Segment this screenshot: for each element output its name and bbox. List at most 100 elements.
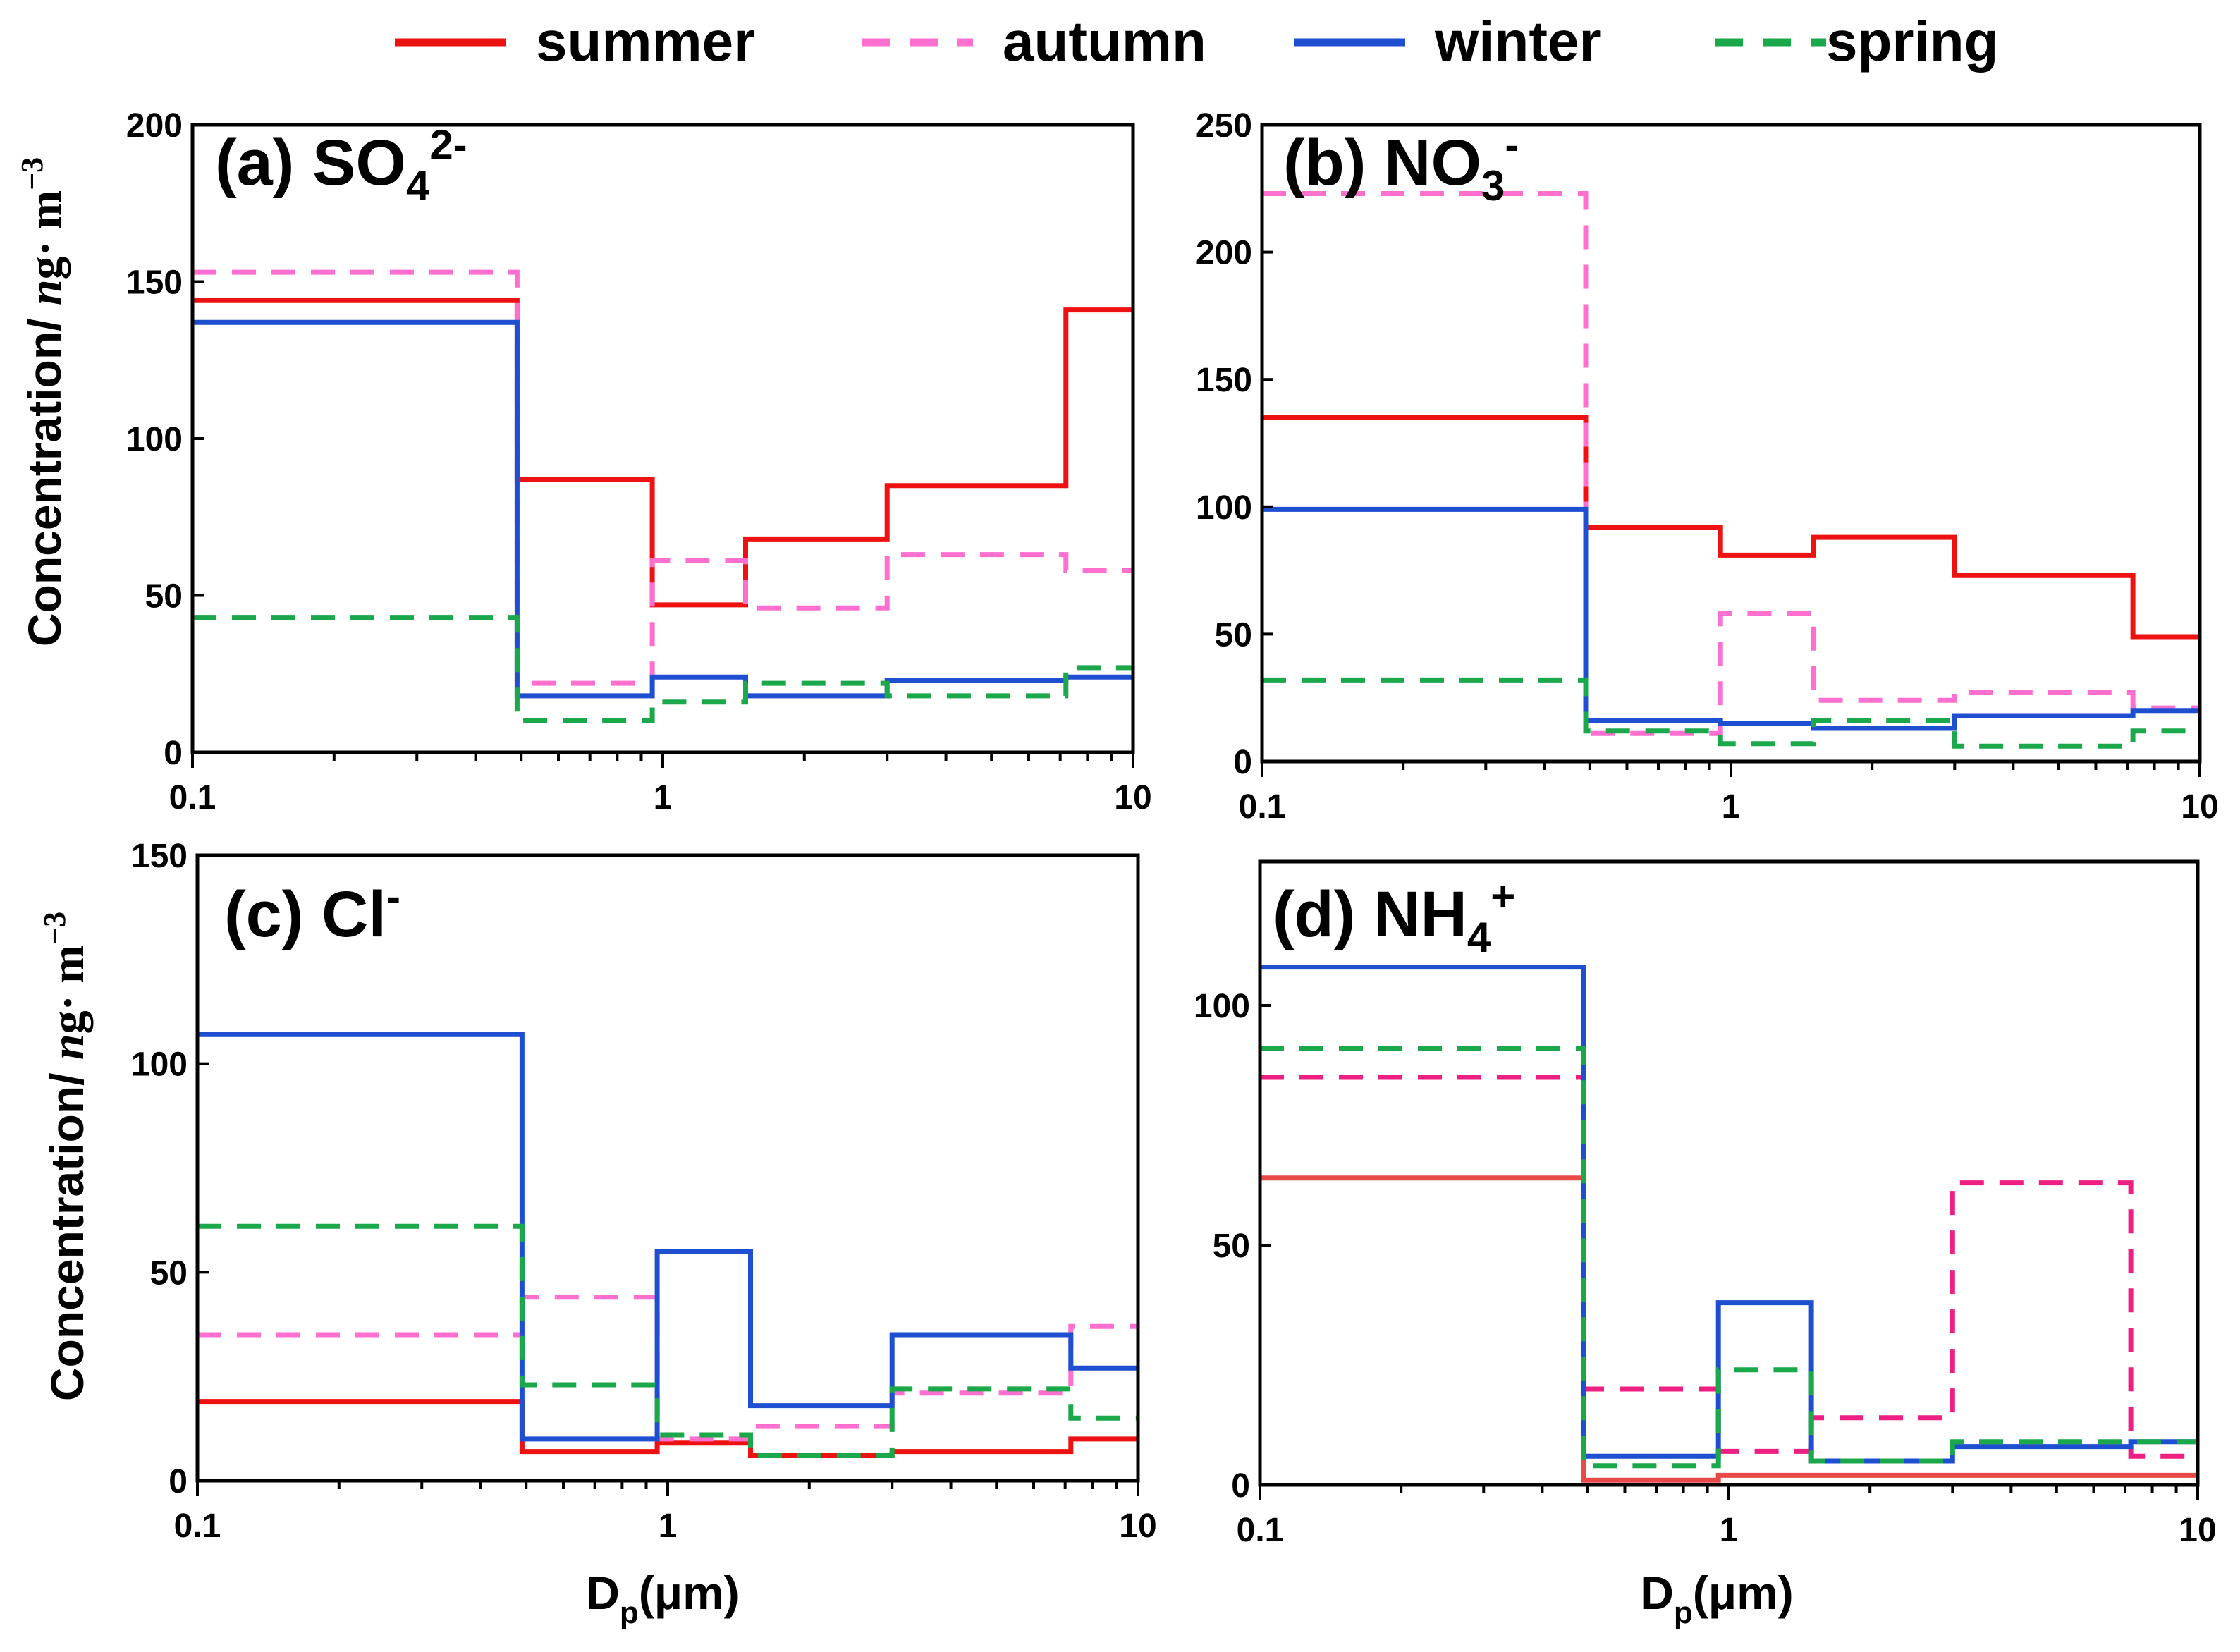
y-tick-label-a-2: 100: [126, 421, 183, 458]
series-line-d-winter: [1260, 965, 2198, 1464]
panel-d: 0 50 100 0.1 1 10 (d) NH4+: [1194, 859, 2217, 1549]
panel-title-c: (c) Cl-: [224, 873, 400, 950]
x-tick-label-d-0: 0.1: [1237, 1512, 1284, 1549]
legend-label-winter: winter: [1434, 10, 1601, 73]
x-axis-label-unit: (μm): [639, 1567, 740, 1619]
legend-item-autumn: autumn: [862, 10, 1206, 73]
panel-b: 0 50 100 150 200 250 0.1 1 10 (b) NO3-: [1196, 107, 2219, 826]
y-axis-label-middle: g· m: [20, 190, 71, 280]
y-axis-label-italic: n: [20, 279, 71, 305]
y-tick-label-b-5: 250: [1196, 107, 1252, 145]
legend-item-spring: spring: [1715, 10, 1998, 73]
series-line-b-summer: [1262, 415, 2200, 640]
svg-text:Dp(μm): Dp(μm): [586, 1567, 740, 1630]
y-tick-label-b-4: 200: [1196, 235, 1252, 272]
svg-text:Concentration/ ng· m−3: Concentration/ ng· m−3: [15, 157, 71, 647]
x-tick-label-c-0: 0.1: [174, 1507, 221, 1545]
x-axis-label-right: Dp(μm): [1640, 1567, 1794, 1630]
y-axis-label-sup: −3: [15, 157, 49, 190]
panel-title-sup-c: -: [386, 873, 400, 920]
y-tick-label-b-2: 100: [1196, 489, 1252, 527]
panel-title-sup-a: 2-: [429, 121, 467, 169]
panel-title-sup-d: +: [1491, 873, 1515, 920]
series-line-d-summer: [1260, 1175, 2198, 1483]
x-tick-label-b-2: 10: [2181, 788, 2218, 826]
x-axis-label-sub-2: p: [1674, 1596, 1693, 1630]
legend-label-autumn: autumn: [1003, 10, 1206, 73]
panel-title-d: (d) NH4+: [1273, 873, 1515, 961]
y-axis-label-sup-2: −3: [37, 912, 72, 945]
y-tick-label-c-2: 100: [131, 1046, 188, 1084]
series-line-a-spring: [192, 615, 1133, 723]
panel-title-sub-b: 3: [1481, 162, 1505, 209]
series-group-d: [1260, 965, 2198, 1483]
panel-title-b: (b) NO3-: [1283, 121, 1519, 209]
x-tick-label-c-2: 10: [1119, 1507, 1156, 1545]
x-tick-label-d-2: 10: [2179, 1512, 2216, 1549]
panel-title-main-a: (a) SO: [215, 127, 406, 199]
panel-title-sub-a: 4: [406, 162, 430, 209]
x-tick-label-b-1: 1: [1722, 788, 1741, 826]
series-line-a-autumn: [192, 269, 1133, 686]
plot-frame-a: [190, 123, 1135, 754]
x-tick-label-c-1: 1: [659, 1507, 678, 1545]
legend-label-spring: spring: [1826, 10, 1998, 73]
x-axis-label-left: Dp(μm): [586, 1567, 740, 1630]
y-tick-label-b-3: 150: [1196, 362, 1252, 399]
panel-title-main-b: (b) NO: [1283, 127, 1481, 199]
series-line-c-autumn: [197, 1295, 1138, 1442]
y-tick-label-b-0: 0: [1233, 744, 1252, 781]
y-tick-label-d-0: 0: [1231, 1467, 1250, 1505]
x-axis-label-main: D: [586, 1567, 620, 1619]
series-group-c: [197, 1032, 1138, 1458]
y-tick-label-a-0: 0: [164, 735, 183, 772]
panel-c: 0 50 100 150 0.1 1 10 (c) Cl-: [131, 838, 1157, 1545]
x-axis-label-unit-2: (μm): [1693, 1567, 1794, 1619]
panel-title-main-c: (c) Cl: [224, 879, 386, 950]
x-tick-label-d-1: 1: [1720, 1512, 1739, 1549]
series-line-a-winter: [192, 319, 1133, 699]
plot-frame-d: [1258, 859, 2200, 1487]
y-tick-label-a-1: 50: [145, 578, 183, 616]
series-line-b-autumn: [1262, 191, 2200, 736]
panel-title-sup-b: -: [1505, 121, 1519, 169]
panel-title-sub-d: 4: [1467, 914, 1491, 961]
x-tick-label-a-1: 1: [654, 779, 673, 816]
y-tick-label-c-1: 50: [150, 1254, 188, 1292]
series-line-c-winter: [197, 1032, 1138, 1442]
series-line-b-spring: [1262, 677, 2200, 749]
x-axis-label-sub: p: [620, 1596, 639, 1630]
series-line-c-spring: [197, 1223, 1138, 1458]
y-tick-label-a-4: 200: [126, 107, 183, 145]
y-axis-label-prefix: Concentration/: [18, 305, 71, 647]
panel-title-main-d: (d) NH: [1273, 879, 1467, 950]
series-line-d-autumn: [1260, 1075, 2198, 1459]
series-line-d-spring: [1260, 1046, 2198, 1469]
y-axis-label-bottom: Concentration/ ng· m−3: [37, 912, 94, 1401]
y-axis-label-top: Concentration/ ng· m−3: [15, 157, 71, 647]
panel-a: 0 50 100 150 200 0.1 1 10 (a) SO42-: [126, 107, 1152, 816]
series-line-c-summer: [197, 1399, 1138, 1458]
panel-title-a: (a) SO42-: [215, 121, 467, 209]
y-axis-label-middle-2: g· m: [42, 945, 94, 1034]
svg-text:Concentration/ ng· m−3: Concentration/ ng· m−3: [37, 912, 94, 1401]
x-tick-label-b-0: 0.1: [1239, 788, 1286, 826]
legend: summer autumn winter spring: [395, 10, 1998, 73]
y-tick-label-c-0: 0: [169, 1463, 188, 1500]
x-tick-label-a-0: 0.1: [169, 779, 216, 816]
legend-item-winter: winter: [1294, 10, 1601, 73]
y-tick-label-c-3: 150: [131, 838, 188, 875]
series-group-b: [1262, 191, 2200, 749]
legend-label-summer: summer: [536, 10, 755, 73]
svg-text:Dp(μm): Dp(μm): [1640, 1567, 1794, 1630]
x-axis-label-main-2: D: [1640, 1567, 1674, 1619]
y-axis-label-prefix-2: Concentration/: [41, 1060, 93, 1401]
y-tick-label-d-1: 50: [1213, 1228, 1250, 1265]
y-tick-label-b-1: 50: [1215, 616, 1252, 654]
y-tick-label-a-3: 150: [126, 264, 183, 302]
y-tick-label-d-2: 100: [1194, 988, 1250, 1025]
y-axis-label-italic-2: n: [42, 1034, 94, 1060]
legend-item-summer: summer: [395, 10, 755, 73]
